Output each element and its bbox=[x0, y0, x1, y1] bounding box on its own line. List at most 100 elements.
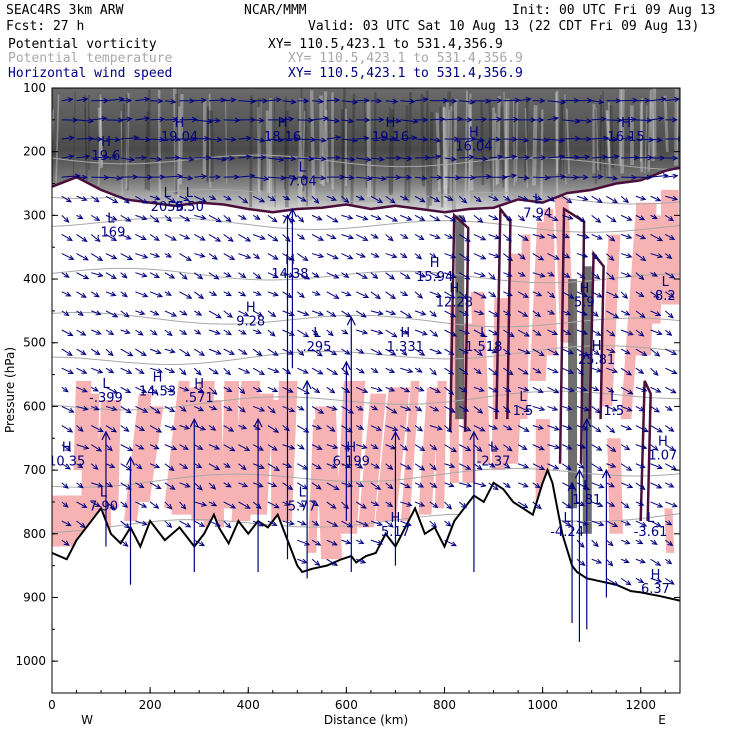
wind-vector bbox=[90, 214, 101, 222]
wind-vector bbox=[591, 135, 610, 141]
wind-vector bbox=[61, 444, 72, 452]
wind-vector bbox=[591, 234, 603, 240]
wind-vector bbox=[297, 174, 309, 181]
wind-vector bbox=[61, 234, 73, 241]
wind-vector bbox=[297, 195, 307, 202]
wind-vector bbox=[311, 253, 325, 259]
stratosphere-streak bbox=[363, 102, 368, 189]
field-label-theta: Potential temperature bbox=[8, 51, 173, 66]
wind-vector bbox=[150, 156, 163, 162]
wind-vector bbox=[473, 482, 487, 488]
wind-vector bbox=[326, 135, 342, 141]
svg-text:6.199: 6.199 bbox=[333, 455, 370, 470]
wind-vector bbox=[194, 195, 207, 203]
wind-vector bbox=[105, 386, 119, 394]
wind-vector bbox=[355, 310, 367, 318]
wind-vector bbox=[282, 99, 297, 105]
wind-vector bbox=[473, 214, 484, 223]
wind-vector bbox=[370, 482, 382, 490]
wind-vector bbox=[400, 463, 412, 470]
wind-vector bbox=[164, 329, 173, 337]
wind-vector bbox=[194, 310, 203, 316]
wind-vector bbox=[61, 135, 75, 141]
extremum-label: H15.94 bbox=[416, 256, 453, 285]
wind-vector bbox=[311, 214, 323, 221]
pv-contour bbox=[448, 212, 470, 432]
extremum-label: H25.81 bbox=[578, 339, 615, 368]
wind-vector bbox=[91, 329, 102, 335]
theta-contour bbox=[52, 154, 680, 170]
wind-vector bbox=[414, 425, 424, 432]
wind-vector bbox=[665, 117, 678, 123]
svg-text:L: L bbox=[299, 485, 307, 500]
extremum-label: H10.35 bbox=[52, 441, 85, 470]
wind-vector bbox=[297, 329, 310, 338]
wind-vector bbox=[76, 118, 95, 124]
wind-vector bbox=[341, 195, 350, 204]
wind-vector bbox=[562, 154, 581, 161]
wind-vector bbox=[252, 348, 263, 357]
svg-text:H: H bbox=[391, 511, 401, 526]
wind-vector bbox=[444, 386, 455, 395]
wind-vector bbox=[179, 234, 191, 240]
stratosphere-streak bbox=[144, 111, 150, 190]
wind-vector bbox=[370, 272, 379, 279]
svg-text:H: H bbox=[278, 116, 288, 131]
svg-text:H: H bbox=[346, 441, 356, 456]
wind-vector bbox=[488, 348, 498, 354]
wind-vector bbox=[635, 367, 645, 374]
wind-vector bbox=[503, 291, 513, 297]
model-name: SEAC4RS 3km ARW bbox=[6, 3, 124, 18]
wind-vector bbox=[208, 156, 228, 162]
stratosphere-streak bbox=[249, 95, 253, 208]
wind-vector bbox=[400, 195, 409, 201]
wind-vector bbox=[650, 501, 664, 508]
wind-vector bbox=[458, 501, 467, 509]
wind-vector bbox=[400, 135, 418, 141]
wind-vector bbox=[606, 175, 619, 181]
wind-vector bbox=[429, 444, 438, 451]
wind-vector bbox=[606, 462, 617, 468]
wind-vector bbox=[179, 520, 192, 528]
wind-vector bbox=[547, 444, 561, 450]
wind-vector bbox=[120, 234, 132, 240]
stratosphere-streak bbox=[673, 88, 679, 166]
stratosphere-streak bbox=[310, 90, 316, 203]
wind-vector bbox=[414, 253, 423, 260]
wind-vector bbox=[444, 444, 458, 453]
wind-vector bbox=[311, 234, 325, 241]
wind-vector bbox=[76, 348, 87, 356]
wind-vector bbox=[223, 482, 232, 488]
svg-text:L: L bbox=[490, 441, 498, 456]
wind-vector bbox=[267, 501, 280, 509]
wind-vector bbox=[326, 155, 342, 161]
wind-vector bbox=[208, 253, 218, 260]
wind-vector bbox=[576, 386, 588, 392]
wind-vector bbox=[606, 577, 620, 586]
wind-vector bbox=[370, 233, 379, 239]
wind-vector bbox=[532, 501, 542, 510]
wind-vector bbox=[164, 252, 172, 258]
extremum-label: L7.90 bbox=[89, 485, 118, 514]
wind-vector bbox=[414, 175, 428, 181]
wind-vector bbox=[76, 291, 87, 298]
wind-vector bbox=[311, 290, 321, 296]
wind-vector bbox=[562, 367, 575, 374]
wind-vector bbox=[518, 155, 531, 161]
wind-vector bbox=[326, 539, 338, 546]
wind-vector bbox=[429, 367, 437, 376]
wind-vector bbox=[252, 367, 266, 376]
wind-vector bbox=[91, 386, 99, 392]
wind-vector bbox=[503, 386, 512, 393]
wind-vector bbox=[400, 367, 414, 374]
wind-vector bbox=[591, 558, 603, 564]
wind-vector bbox=[282, 444, 296, 450]
wind-vector bbox=[567, 481, 577, 623]
wind-vector bbox=[208, 117, 221, 123]
wind-vector bbox=[650, 425, 663, 433]
wind-vector bbox=[414, 406, 423, 412]
wind-vector bbox=[208, 425, 217, 431]
wind-vector bbox=[120, 272, 128, 279]
extremum-label: L-3.61 bbox=[634, 511, 668, 540]
wind-vector bbox=[532, 482, 541, 489]
